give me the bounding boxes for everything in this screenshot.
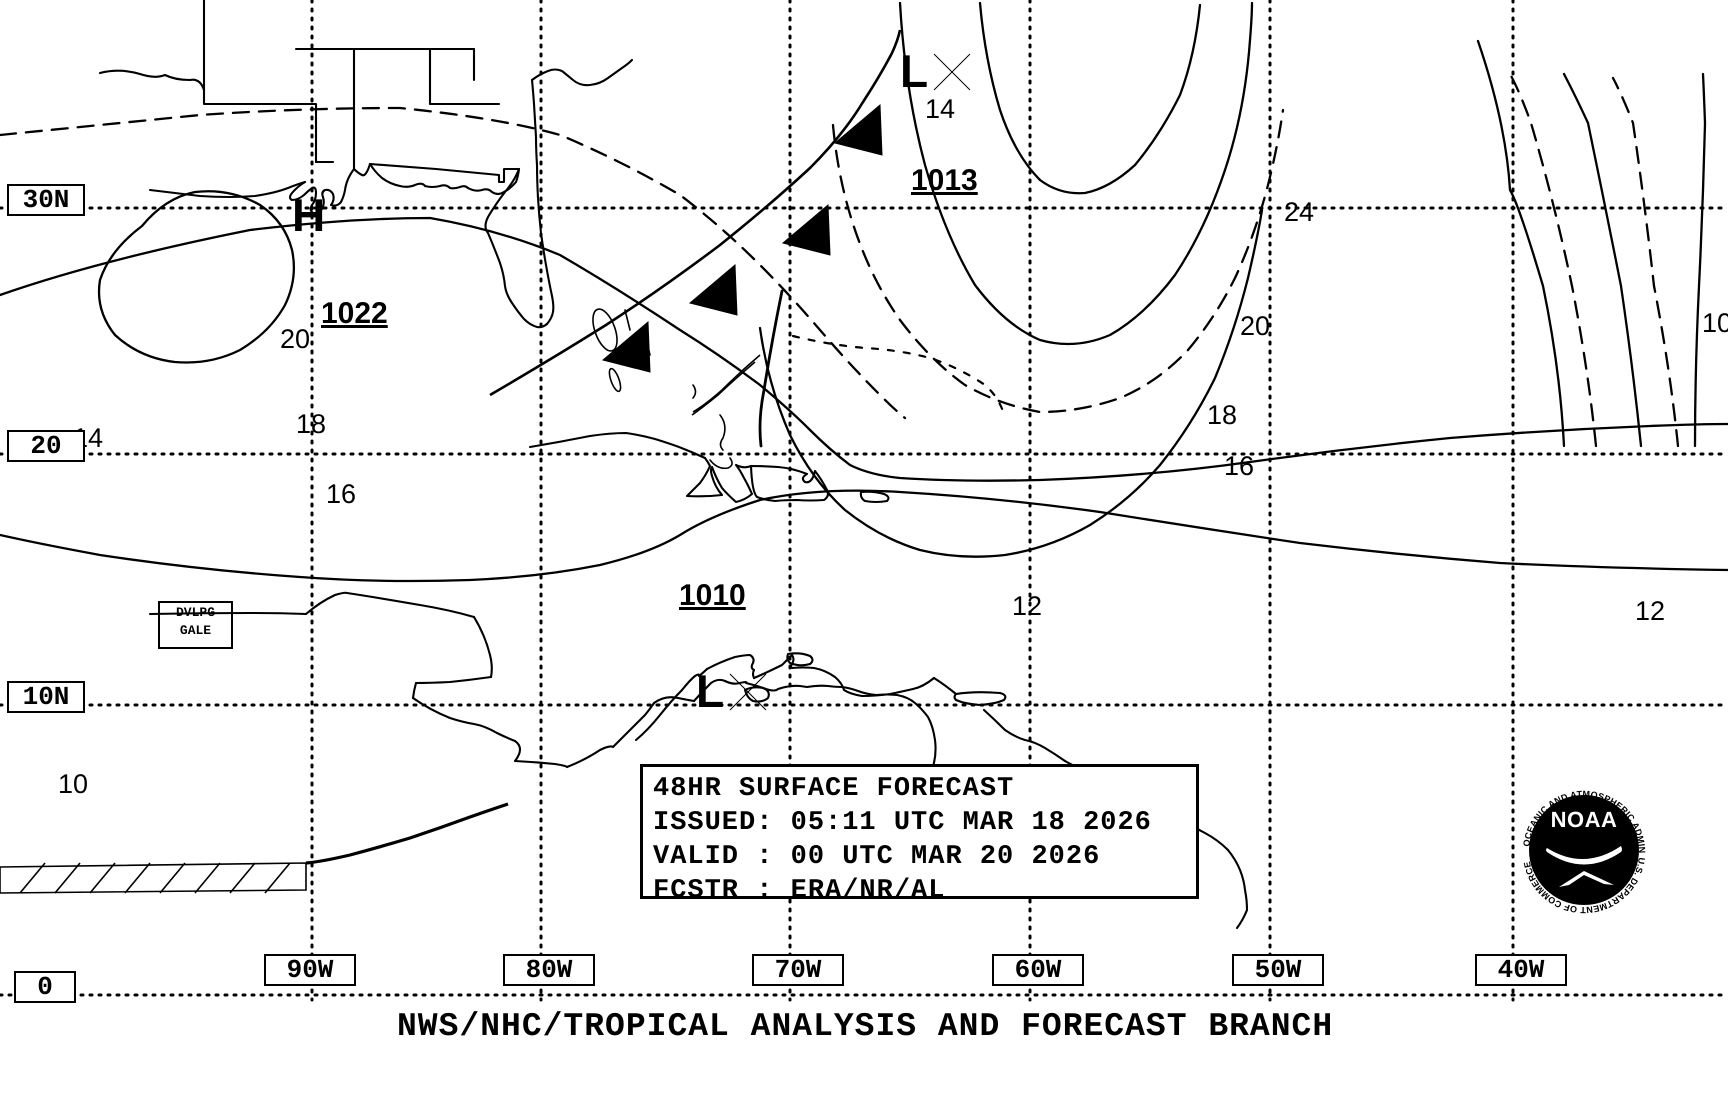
svg-text:12: 12: [1012, 591, 1042, 621]
svg-text:10: 10: [58, 769, 88, 799]
svg-text:16: 16: [326, 479, 356, 509]
svg-text:16: 16: [1224, 451, 1254, 481]
svg-text:24: 24: [1284, 197, 1314, 227]
svg-text:18: 18: [1207, 400, 1237, 430]
svg-text:1010: 1010: [679, 579, 746, 612]
svg-text:18: 18: [296, 409, 326, 439]
svg-text:10: 10: [1702, 308, 1728, 338]
svg-text:12: 12: [1635, 596, 1665, 626]
svg-text:20: 20: [280, 324, 310, 354]
svg-text:1013: 1013: [911, 164, 978, 197]
svg-text:NOAA: NOAA: [1551, 807, 1618, 832]
svg-text:20: 20: [1240, 311, 1270, 341]
svg-text:14: 14: [925, 94, 955, 124]
svg-text:1022: 1022: [321, 297, 388, 330]
